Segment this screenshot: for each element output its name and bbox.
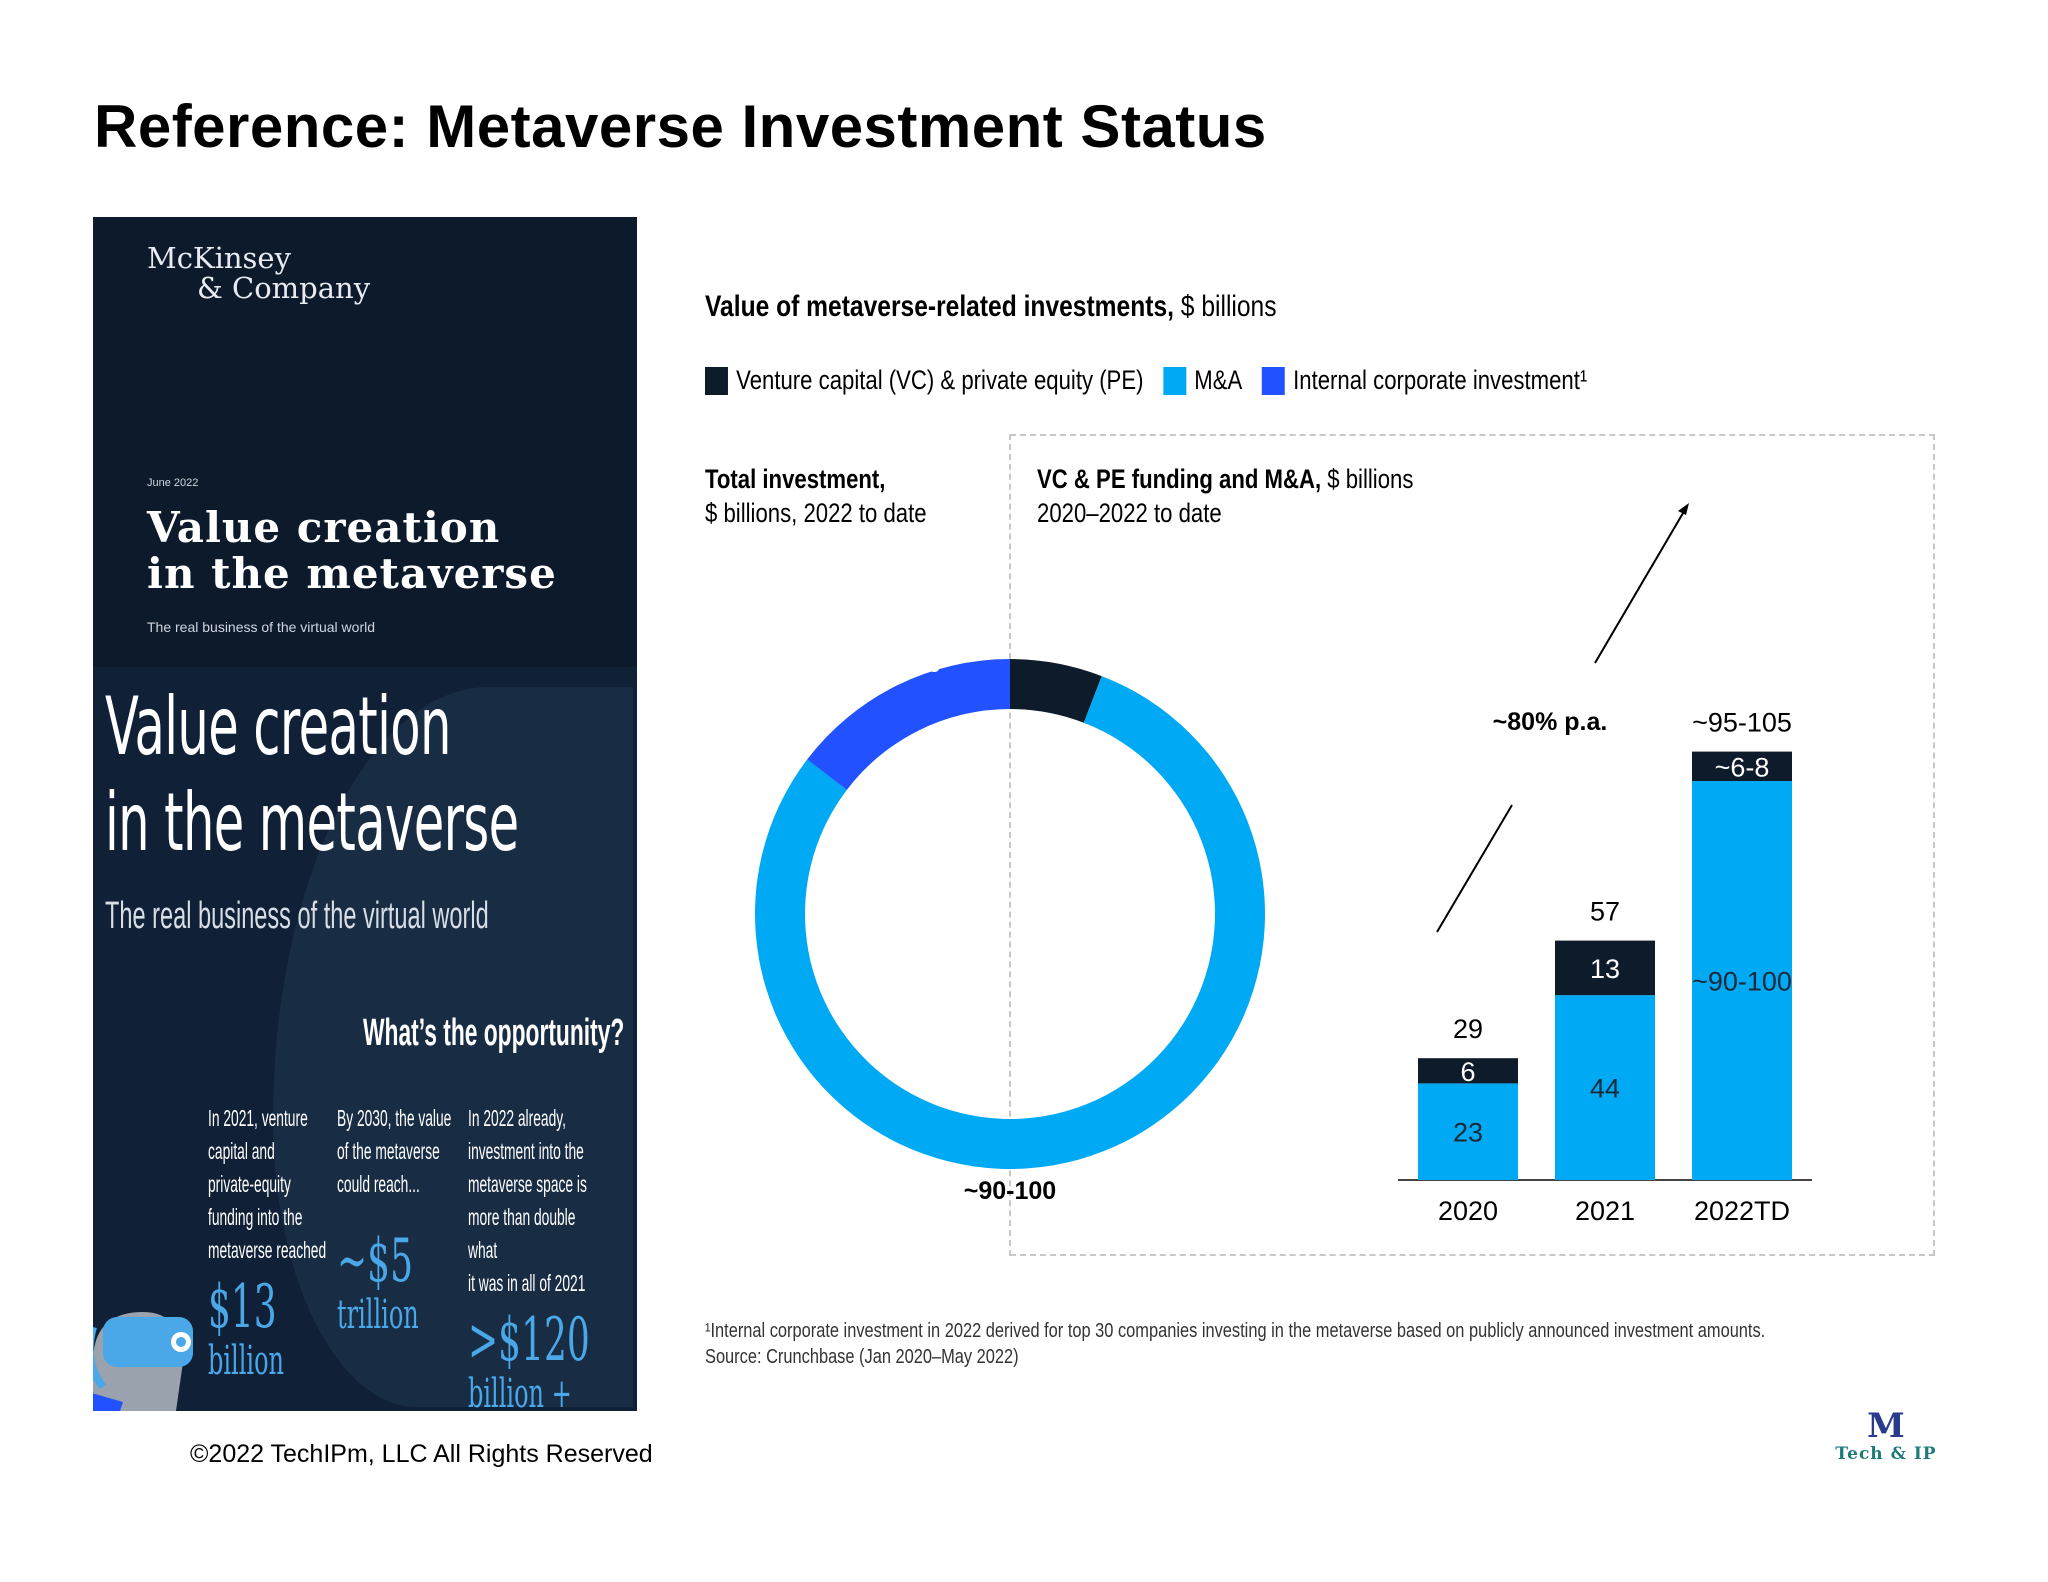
legend-item-vc-pe: Venture capital (VC) & private equity (P… — [705, 365, 1143, 396]
cover-big-heading: Value creation in the metaverse — [105, 679, 519, 871]
stat-line: By 2030, the value — [337, 1105, 452, 1131]
stat-line: private-equity — [208, 1171, 291, 1197]
brand-line1: McKinsey — [147, 241, 291, 275]
bar-ma — [1555, 995, 1655, 1180]
chart-title: Value of metaverse-related investments, … — [705, 290, 1277, 324]
techip-logo: M Tech & IP — [1826, 1408, 1946, 1478]
legend-item-ma: M&A — [1163, 365, 1242, 396]
bar-title-bold: VC & PE funding and M&A, — [1037, 464, 1322, 494]
bar-label-ma: 44 — [1590, 1074, 1620, 1104]
legend-swatch — [1261, 366, 1285, 395]
stat-line: could reach... — [337, 1171, 420, 1197]
legend-swatch — [1163, 366, 1187, 395]
footnote-line1: ¹Internal corporate investment in 2022 d… — [705, 1320, 1766, 1342]
bar-label-vc-pe: ~6-8 — [1715, 752, 1770, 782]
donut-title-line2: $ billions, 2022 to date — [705, 498, 927, 528]
bar-title-line2: 2020–2022 to date — [1037, 498, 1222, 528]
bar-vc-pe — [1692, 751, 1792, 781]
x-tick-label: 2022TD — [1694, 1196, 1790, 1226]
growth-line-upper — [1594, 507, 1687, 664]
legend-label: Venture capital (VC) & private equity (P… — [736, 365, 1144, 395]
stat-value: ~$5 — [337, 1226, 413, 1296]
bar-ma — [1692, 781, 1792, 1180]
bar-label-ma: ~90-100 — [1692, 967, 1792, 997]
donut-label-internal: ~15-20 — [863, 650, 942, 678]
brand-line2: & Company — [197, 271, 371, 305]
donut-panel-title: Total investment, $ billions, 2022 to da… — [705, 462, 927, 530]
copyright-text: ©2022 TechIPm, LLC All Rights Reserved — [190, 1440, 653, 1468]
cover-heading: Value creation in the metaverse — [147, 505, 557, 597]
logo-letter: M — [1867, 1406, 1905, 1446]
chart-footnote: ¹Internal corporate investment in 2022 d… — [705, 1318, 1765, 1370]
bar-total-label: 57 — [1590, 897, 1620, 927]
stat-text: In 2022 already, investment into the met… — [468, 1102, 590, 1300]
logo-text: Tech & IP — [1835, 1444, 1937, 1464]
stat-line: more than double what — [468, 1204, 576, 1263]
donut-label-vc-pe: ~6-8 — [1021, 627, 1072, 655]
stat-2030-value: By 2030, the value of the metaverse coul… — [337, 1102, 451, 1337]
stat-unit: billion + — [468, 1371, 572, 1411]
slide-title: Reference: Metaverse Investment Status — [94, 93, 1267, 160]
stat-2021-vc-pe: In 2021, venture capital and private-equ… — [208, 1102, 326, 1383]
x-tick-label: 2020 — [1438, 1196, 1498, 1226]
growth-arrow-head — [1678, 503, 1689, 515]
stat-line: In 2021, venture — [208, 1105, 308, 1131]
bar-title-rest: $ billions — [1321, 464, 1414, 494]
legend-swatch — [705, 366, 728, 395]
donut-slice — [807, 659, 1010, 790]
bar-label-vc-pe: 13 — [1590, 954, 1620, 984]
donut-slice — [1010, 659, 1102, 723]
stat-value: $13 — [208, 1272, 277, 1342]
stat-unit: trillion — [337, 1292, 419, 1338]
stat-line: investment into the — [468, 1138, 584, 1164]
stat-text: By 2030, the value of the metaverse coul… — [337, 1102, 451, 1201]
vr-headset-figure-icon — [93, 1312, 193, 1411]
cover-big-heading-line1: Value creation — [105, 680, 451, 773]
growth-line-lower — [1436, 804, 1513, 933]
report-cover-image: McKinsey & Company June 2022 Value creat… — [93, 217, 637, 1411]
bar-label-vc-pe: 6 — [1460, 1057, 1475, 1087]
bar-panel-frame — [1010, 434, 1935, 1256]
legend-label: M&A — [1194, 365, 1243, 395]
chart-title-bold: Value of metaverse-related investments, — [705, 290, 1174, 323]
stat-text: In 2021, venture capital and private-equ… — [208, 1102, 326, 1267]
stat-line: of the metaverse — [337, 1138, 440, 1164]
stat-line: funding into the — [208, 1204, 303, 1230]
cover-top-band — [93, 217, 637, 667]
cover-big-heading-line2: in the metaverse — [105, 776, 519, 869]
stat-line: capital and — [208, 1138, 275, 1164]
chart-title-rest: $ billions — [1173, 290, 1277, 323]
cover-heading-line2: in the metaverse — [147, 549, 557, 598]
legend-item-internal: Internal corporate investment¹ — [1261, 365, 1588, 396]
bar-panel-title: VC & PE funding and M&A, $ billions 2020… — [1037, 462, 1413, 530]
donut-title-bold: Total investment, — [705, 464, 886, 494]
cover-heading-line1: Value creation — [147, 503, 501, 552]
bar-vc-pe — [1555, 940, 1655, 996]
x-tick-label: 2021 — [1575, 1196, 1635, 1226]
bar-total-label: 29 — [1453, 1014, 1483, 1044]
footnote-source: Source: Crunchbase (Jan 2020–May 2022) — [705, 1346, 1019, 1368]
bar-label-ma: 23 — [1453, 1118, 1483, 1148]
stat-line: metaverse space is — [468, 1171, 587, 1197]
stat-line: it was in all of 2021 — [468, 1270, 586, 1296]
stat-line: metaverse reached — [208, 1237, 327, 1263]
bar-total-label: ~95-105 — [1692, 708, 1792, 738]
panel-divider — [1009, 434, 1011, 1256]
cover-big-subheading: The real business of the virtual world — [105, 895, 489, 937]
growth-label: ~80% p.a. — [1493, 708, 1608, 736]
bar-ma — [1418, 1083, 1518, 1180]
opportunity-heading: What’s the opportunity? — [363, 1012, 625, 1054]
chart-legend: Venture capital (VC) & private equity (P… — [705, 365, 1607, 396]
stat-2022-investment: In 2022 already, investment into the met… — [468, 1102, 590, 1411]
stat-value: >$120 — [468, 1305, 590, 1375]
cover-subheading: The real business of the virtual world — [147, 619, 375, 635]
mckinsey-logo: McKinsey & Company — [147, 243, 370, 303]
cover-date: June 2022 — [147, 477, 199, 489]
stat-line: In 2022 already, — [468, 1105, 566, 1131]
donut-label-ma: ~90-100 — [964, 1177, 1056, 1205]
stat-unit: billion — [208, 1338, 284, 1384]
legend-label: Internal corporate investment¹ — [1293, 365, 1588, 395]
bar-vc-pe — [1418, 1058, 1518, 1084]
